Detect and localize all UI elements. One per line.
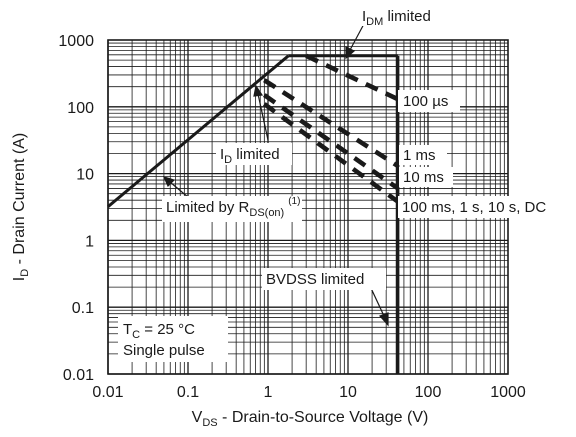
mask-rds — [162, 196, 302, 222]
annotation-dc: 100 ms, 1 s, 10 s, DC — [402, 199, 546, 216]
arrowhead-bvdss — [378, 312, 389, 327]
mask-bvdss — [262, 268, 386, 290]
mask-conditions — [118, 316, 228, 362]
x-tick-label: 1 — [264, 384, 273, 401]
arrowhead-rds — [162, 176, 176, 188]
x-tick-label: 100 — [415, 384, 442, 401]
y-tick-label: 0.1 — [72, 300, 94, 317]
series-line-6 — [262, 102, 400, 204]
y-tick-label: 10 — [76, 167, 94, 184]
y-tick-label: 1000 — [58, 33, 94, 50]
annotation-10ms: 10 ms — [403, 169, 444, 186]
annotation-tc: TC = 25 °C — [123, 321, 195, 341]
series-line-3 — [305, 53, 399, 102]
series-lines — [107, 53, 400, 374]
annotation-1ms: 1 ms — [403, 147, 436, 164]
leader-arrows — [162, 21, 389, 327]
mask-idm — [358, 4, 450, 26]
arrow-idlim — [257, 93, 269, 141]
arrowhead-idlim — [253, 84, 264, 97]
annotation-id-limited: ID limited — [220, 146, 280, 166]
arrow-idm — [349, 21, 366, 51]
x-tick-label: 0.1 — [177, 384, 199, 401]
series-line-4 — [263, 78, 400, 168]
mask-dc — [398, 196, 570, 218]
y-axis-title: ID - Drain Current (A) — [11, 133, 31, 281]
annotation-idm-limited: IDM limited — [362, 8, 431, 28]
annotation-100us: 100 µs — [403, 93, 448, 110]
annotation-masks — [118, 4, 570, 362]
x-tick-label: 0.01 — [92, 384, 123, 401]
tick-labels: 0.01 0.1 1 10 100 1000 0.01 0.1 1 10 100 1000 — [58, 33, 525, 401]
annotation-single-pulse: Single pulse — [123, 342, 205, 359]
mask-idlim — [216, 143, 292, 165]
mask-100us — [398, 90, 460, 112]
mask-1ms — [399, 145, 447, 165]
annotation-bvdss-limited: BVDSS limited — [266, 271, 364, 288]
annotation-rds-limited: Limited by RDS(on)(1) — [166, 196, 300, 219]
arrowhead-idm — [345, 46, 356, 60]
series-line-0 — [107, 54, 290, 208]
x-axis-title: VDS - Drain-to-Source Voltage (V) — [192, 409, 429, 429]
y-tick-label: 0.01 — [63, 367, 94, 384]
mask-10ms — [399, 167, 453, 187]
arrow-bvdss — [369, 285, 385, 317]
x-tick-label: 1000 — [490, 384, 526, 401]
y-tick-label: 100 — [67, 100, 94, 117]
x-tick-label: 10 — [339, 384, 357, 401]
y-tick-label: 1 — [85, 233, 94, 250]
series-line-5 — [262, 93, 400, 191]
